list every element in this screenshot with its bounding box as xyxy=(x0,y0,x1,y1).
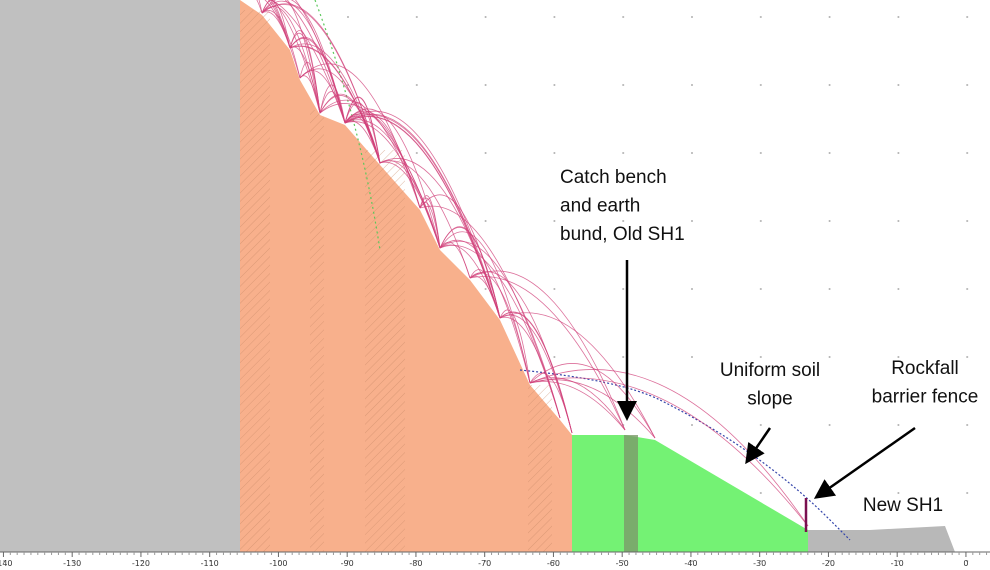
trajectory xyxy=(289,46,321,114)
annotation-line: Rockfall xyxy=(891,358,959,379)
trajectory xyxy=(299,70,346,124)
road xyxy=(808,526,955,552)
tick-label: 0 xyxy=(963,559,968,568)
trajectory xyxy=(529,381,626,431)
annotation-line: New SH1 xyxy=(863,495,943,516)
trajectory xyxy=(439,239,531,384)
trajectory xyxy=(344,110,421,209)
tick-label: -120 xyxy=(132,559,150,568)
trajectory xyxy=(439,231,531,384)
bund xyxy=(624,435,638,552)
annotation-line: slope xyxy=(747,389,792,410)
trajectory xyxy=(344,97,381,164)
trajectory xyxy=(419,197,441,249)
tick-label: -110 xyxy=(201,559,219,568)
trajectory xyxy=(419,205,561,419)
trajectories xyxy=(256,0,809,527)
trajectory xyxy=(529,377,626,431)
trajectory xyxy=(529,369,809,527)
trajectory xyxy=(529,377,809,527)
trajectory xyxy=(294,0,346,124)
annotations: Catch bench and earth bund, Old SH1 Uniform… xyxy=(560,167,978,516)
envelope xyxy=(314,0,381,251)
arrow xyxy=(813,426,916,499)
trajectory xyxy=(344,113,381,164)
trajectory xyxy=(419,194,501,319)
trajectory xyxy=(499,309,531,384)
annotation-line: bund, Old SH1 xyxy=(560,224,685,245)
trajectory xyxy=(299,62,321,114)
arrow xyxy=(745,427,772,465)
trajectory xyxy=(439,242,471,279)
trajectory xyxy=(499,312,573,434)
annotation-line: Catch bench xyxy=(560,167,667,188)
trajectory xyxy=(299,68,381,164)
tick-label: -100 xyxy=(269,559,287,568)
trajectory xyxy=(289,46,381,164)
trajectory xyxy=(319,84,346,124)
trajectory xyxy=(439,244,501,319)
trajectory xyxy=(344,110,501,319)
trajectory xyxy=(529,363,656,439)
tick-label: -70 xyxy=(478,559,491,568)
trajectory xyxy=(271,0,321,114)
annotation-line: and earth xyxy=(560,196,640,217)
trajectory xyxy=(469,271,573,434)
tick-label: -30 xyxy=(753,559,766,568)
trajectory xyxy=(264,0,301,79)
tick-label: -40 xyxy=(684,559,697,568)
tick-label: -140 xyxy=(0,559,13,568)
trajectory xyxy=(270,0,291,49)
x-ticks: -140-130-120-110-100-90-80-70-60-50-40-3… xyxy=(0,552,988,568)
trajectory xyxy=(258,0,263,14)
annotation-line: Uniform soil xyxy=(720,360,820,381)
hatched-zones xyxy=(240,10,552,552)
trajectory xyxy=(379,161,441,249)
trajectory xyxy=(344,113,501,319)
annotation-line: barrier fence xyxy=(872,387,979,408)
tick-label: -50 xyxy=(616,559,629,568)
tick-label: -90 xyxy=(341,559,354,568)
tick-label: -130 xyxy=(63,559,81,568)
tick-label: -20 xyxy=(822,559,835,568)
trajectory xyxy=(256,0,263,14)
trajectory xyxy=(261,4,381,164)
bedrock xyxy=(0,0,240,552)
trajectory xyxy=(439,240,561,419)
tick-label: -80 xyxy=(409,559,422,568)
tick-label: -10 xyxy=(891,559,904,568)
tick-label: -60 xyxy=(547,559,560,568)
